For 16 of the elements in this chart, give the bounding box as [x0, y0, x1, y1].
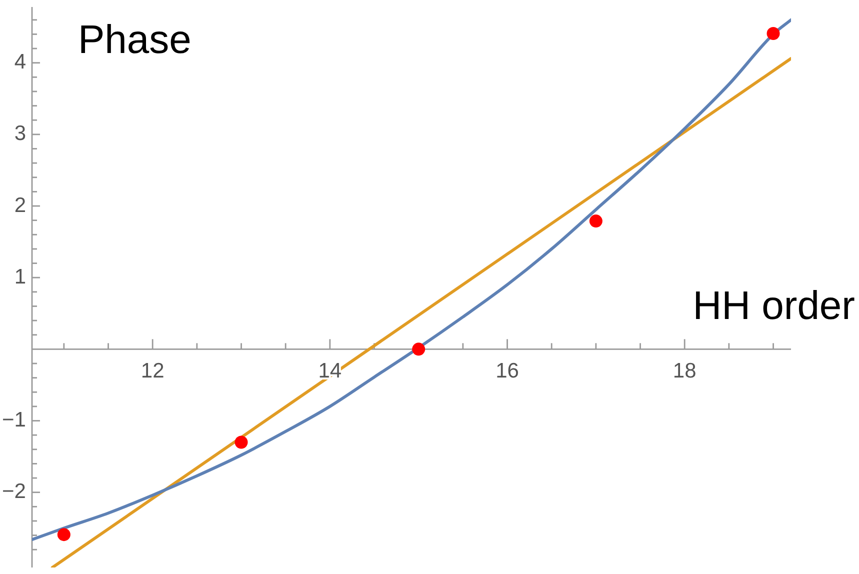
x-tick-label: 16: [496, 359, 519, 382]
x-tick-label: 12: [140, 359, 164, 382]
point: [234, 436, 248, 449]
x-axis-title: HH order: [692, 284, 855, 328]
y-tick-label: 1: [14, 265, 26, 288]
y-tick-label: 4: [14, 50, 26, 74]
point: [57, 528, 70, 542]
y-tick-label: −2: [2, 480, 26, 504]
point: [412, 342, 426, 356]
y-axis-title: Phase: [78, 18, 192, 62]
y-tick-label: 2: [14, 194, 26, 217]
y-tick-label: 3: [14, 122, 26, 146]
point: [766, 26, 780, 40]
point: [589, 214, 602, 228]
x-tick-label: 18: [672, 359, 696, 382]
y-tick-label: −1: [2, 408, 26, 432]
